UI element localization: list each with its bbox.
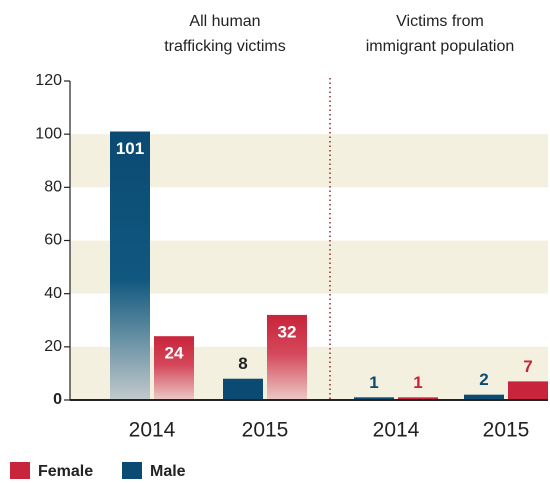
x-tick-label: 2014 [373, 419, 420, 442]
y-tick-label: 100 [35, 125, 62, 142]
bar [267, 314, 307, 400]
bar [354, 397, 394, 400]
value-label: 24 [165, 344, 184, 363]
value-label: 7 [523, 357, 532, 376]
legend-label: Female [38, 463, 93, 480]
bar [464, 394, 504, 400]
value-label: 2 [479, 370, 488, 389]
y-tick-label: 0 [53, 391, 62, 408]
x-tick-label: 2014 [129, 419, 176, 442]
value-label: 1 [369, 373, 378, 392]
bar [110, 131, 150, 400]
bar [508, 381, 548, 400]
group-title: All human [189, 13, 260, 30]
legend-swatch [122, 462, 142, 479]
value-label: 32 [278, 322, 297, 341]
group-title: Victims from [396, 13, 484, 30]
x-tick-label: 2015 [242, 419, 289, 442]
y-tick-label: 60 [44, 232, 62, 249]
value-label: 8 [238, 354, 247, 373]
bar [398, 397, 438, 400]
legend-label: Male [150, 463, 186, 480]
group-title: trafficking victims [164, 38, 286, 55]
value-label: 101 [116, 139, 144, 158]
value-label: 1 [413, 373, 422, 392]
group-title: immigrant population [366, 38, 515, 55]
y-tick-label: 80 [44, 179, 62, 196]
bar [154, 336, 194, 400]
x-tick-label: 2015 [483, 419, 530, 442]
y-tick-label: 20 [44, 338, 62, 355]
y-tick-label: 40 [44, 285, 62, 302]
legend-swatch [10, 462, 30, 479]
y-tick-label: 120 [35, 72, 62, 89]
bar [223, 378, 263, 400]
